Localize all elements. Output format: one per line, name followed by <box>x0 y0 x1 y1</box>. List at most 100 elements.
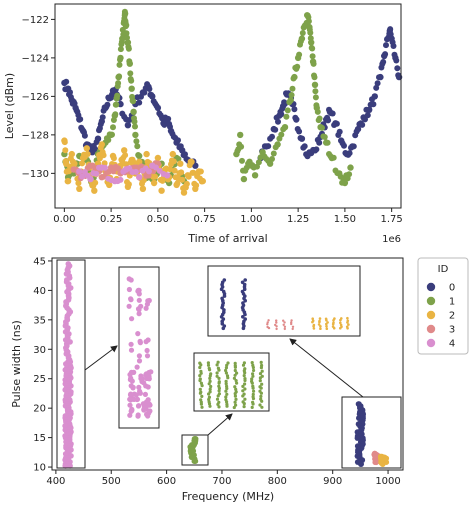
inset-point-id2 <box>325 327 329 331</box>
inset-point-id1 <box>225 392 229 396</box>
inset-point-id1 <box>233 373 237 377</box>
inset-point-id4 <box>136 353 142 359</box>
toa-x-tick-label: 1.75 <box>381 214 403 225</box>
inset-point-id4 <box>148 369 154 375</box>
toa-point-id2 <box>84 151 91 157</box>
legend-marker-id0 <box>426 282 436 292</box>
inset-point-id1 <box>241 384 245 388</box>
toa-point-id1 <box>305 18 312 25</box>
toa-point-id1 <box>314 108 321 115</box>
inset-point-id4 <box>129 316 135 322</box>
toa-y-tick-label: −122 <box>22 15 49 26</box>
inset-point-id3 <box>267 326 271 330</box>
legend-marker-id1 <box>426 296 436 306</box>
inset-point-id1 <box>208 376 212 380</box>
toa-point-id1 <box>130 108 137 116</box>
pw-y-tick-label: 15 <box>33 433 46 444</box>
toa-y-label: Level (dBm) <box>3 73 16 139</box>
toa-point-id1 <box>131 118 138 125</box>
toa-point-id1 <box>134 143 141 150</box>
inset-point-id2 <box>311 317 315 321</box>
legend: ID 0 1 2 3 4 <box>417 257 469 355</box>
toa-point-id1 <box>278 131 285 138</box>
pw-chart: 400 500 600 700 800 900 1000 1015202530354045 … <box>10 256 404 503</box>
toa-point-id4 <box>164 172 171 179</box>
inset-point-id1 <box>234 403 238 407</box>
inset-point-id4 <box>128 347 135 353</box>
inset-id4-points <box>126 276 154 419</box>
inset-point-id1 <box>243 397 247 401</box>
inset-point-id1 <box>259 366 263 370</box>
toa-point-id1 <box>283 113 290 120</box>
inset-point-id4 <box>128 408 134 414</box>
inset-point-id1 <box>207 402 212 406</box>
inset-point-id1 <box>199 402 203 406</box>
toa-point-id0 <box>346 150 353 157</box>
inset-point-id4 <box>146 401 152 407</box>
inset-point-id1 <box>215 363 219 367</box>
toa-point-id2 <box>61 139 68 146</box>
toa-point-id1 <box>311 81 319 89</box>
toa-point-id0 <box>77 116 84 123</box>
inset-point-id4 <box>143 339 149 345</box>
toa-x-tick-label: 1.25 <box>287 214 309 225</box>
inset-point-id1 <box>233 400 237 404</box>
toa-y-tick-label: −124 <box>22 53 49 64</box>
pw-point-id2 <box>379 461 386 467</box>
toa-point-id2 <box>143 150 150 158</box>
toa-point-id4 <box>117 176 124 183</box>
inset-point-id1 <box>242 402 246 406</box>
inset-point-id4 <box>136 311 142 317</box>
inset-id4-source-box <box>56 259 86 469</box>
toa-point-id2 <box>150 179 158 187</box>
toa-point-id0 <box>278 111 285 118</box>
toa-point-id1 <box>238 143 245 150</box>
toa-point-id0 <box>387 26 394 33</box>
inset-point-id1 <box>260 369 264 373</box>
inset-point-id0 <box>222 294 227 298</box>
inset-point-id1 <box>234 379 238 383</box>
inset-point-id0 <box>221 326 226 331</box>
toa-point-id2 <box>199 177 206 185</box>
toa-point-id4 <box>79 173 86 180</box>
toa-point-id1 <box>128 77 135 84</box>
inset-point-id3 <box>282 319 285 322</box>
toa-point-id0 <box>350 143 357 150</box>
toa-point-id0 <box>92 146 99 153</box>
inset-id4 <box>56 259 160 469</box>
inset-point-id1 <box>260 382 264 386</box>
pw-y-tick-label: 20 <box>33 404 46 415</box>
inset-point-id4 <box>136 297 142 303</box>
inset-point-id4 <box>146 297 152 304</box>
inset-point-id2 <box>319 325 322 328</box>
inset-point-id1 <box>207 392 211 396</box>
toa-point-id2 <box>68 150 76 158</box>
inset-point-id1 <box>208 368 212 372</box>
inset-point-id1 <box>251 374 255 378</box>
inset-point-id2 <box>339 321 342 325</box>
toa-point-id1 <box>281 124 289 131</box>
inset-point-id1 <box>234 387 238 391</box>
toa-point-id2 <box>171 167 178 174</box>
toa-point-id1 <box>307 29 314 36</box>
inset-point-id1 <box>206 363 211 367</box>
toa-y-tick-label: −130 <box>22 169 49 180</box>
inset-point-id0 <box>242 287 247 292</box>
inset-point-id4 <box>139 375 145 382</box>
inset-point-id1 <box>241 363 246 367</box>
inset-point-id1 <box>243 371 247 375</box>
inset-point-id4 <box>147 408 153 414</box>
pw-x-tick-label: 1000 <box>375 476 400 487</box>
inset-point-id1 <box>258 403 262 407</box>
toa-point-id2 <box>167 166 173 173</box>
inset-point-id1 <box>233 365 237 369</box>
toa-point-id0 <box>265 143 272 150</box>
pw-y-tick-label: 30 <box>33 345 46 356</box>
inset-point-id3 <box>283 321 286 324</box>
toa-point-id1 <box>289 85 296 92</box>
inset-point-id1 <box>198 379 202 383</box>
pw-y-tick-label: 35 <box>33 315 46 326</box>
toa-point-id0 <box>380 59 387 65</box>
toa-point-id0 <box>146 86 153 92</box>
